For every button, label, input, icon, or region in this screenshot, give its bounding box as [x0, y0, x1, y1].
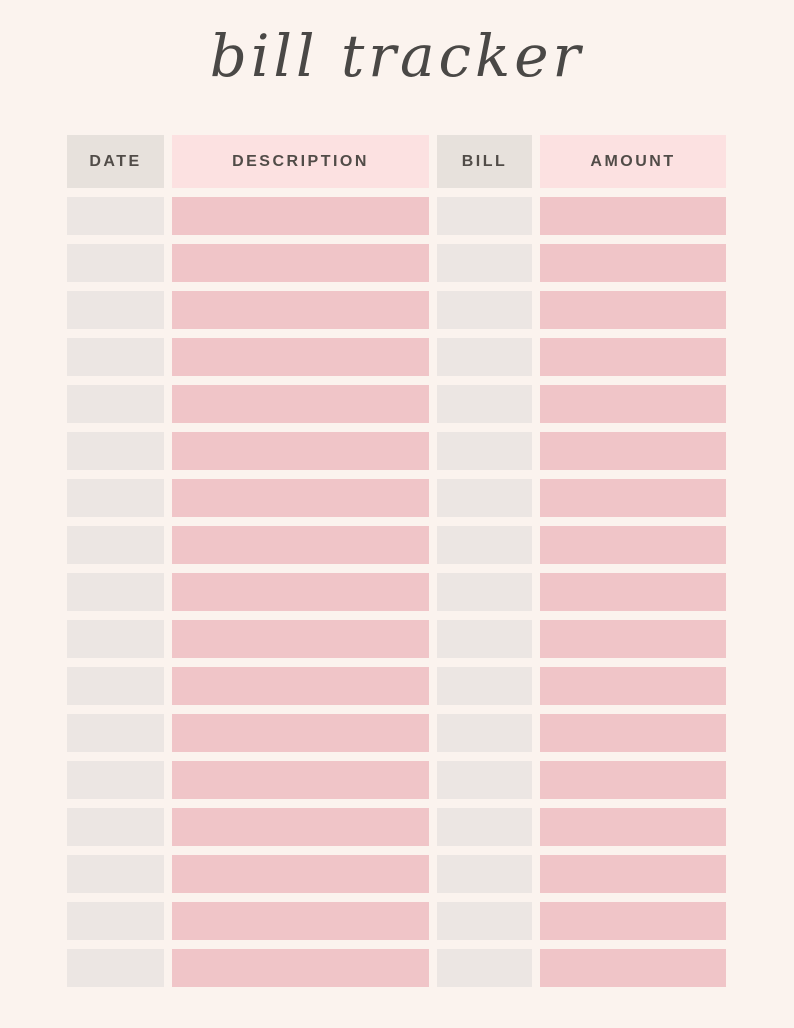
table-row [67, 949, 726, 987]
cell-bill [437, 855, 532, 893]
table-row [67, 385, 726, 423]
cell-date [67, 526, 164, 564]
cell-description [172, 197, 429, 235]
cell-amount [540, 244, 726, 282]
column-header-bill: BILL [437, 135, 532, 188]
cell-amount [540, 291, 726, 329]
cell-amount [540, 949, 726, 987]
column-header-date: DATE [67, 135, 164, 188]
cell-date [67, 573, 164, 611]
table-row [67, 526, 726, 564]
table-row [67, 761, 726, 799]
cell-amount [540, 432, 726, 470]
cell-date [67, 949, 164, 987]
table-header-row: DATE DESCRIPTION BILL AMOUNT [67, 135, 726, 188]
cell-date [67, 808, 164, 846]
cell-date [67, 620, 164, 658]
cell-date [67, 761, 164, 799]
cell-bill [437, 573, 532, 611]
cell-description [172, 432, 429, 470]
cell-amount [540, 526, 726, 564]
cell-date [67, 385, 164, 423]
table-row [67, 808, 726, 846]
cell-amount [540, 808, 726, 846]
cell-bill [437, 385, 532, 423]
cell-description [172, 714, 429, 752]
cell-description [172, 620, 429, 658]
cell-date [67, 902, 164, 940]
cell-description [172, 949, 429, 987]
cell-amount [540, 667, 726, 705]
table-row [67, 855, 726, 893]
cell-description [172, 526, 429, 564]
cell-amount [540, 761, 726, 799]
cell-amount [540, 855, 726, 893]
cell-bill [437, 479, 532, 517]
table-row [67, 432, 726, 470]
cell-description [172, 855, 429, 893]
cell-description [172, 808, 429, 846]
cell-date [67, 197, 164, 235]
cell-description [172, 667, 429, 705]
table-row [67, 620, 726, 658]
cell-date [67, 855, 164, 893]
cell-amount [540, 620, 726, 658]
cell-bill [437, 526, 532, 564]
cell-date [67, 338, 164, 376]
cell-description [172, 385, 429, 423]
cell-bill [437, 902, 532, 940]
cell-description [172, 573, 429, 611]
cell-bill [437, 244, 532, 282]
cell-bill [437, 667, 532, 705]
cell-amount [540, 385, 726, 423]
cell-description [172, 761, 429, 799]
cell-date [67, 479, 164, 517]
cell-bill [437, 338, 532, 376]
cell-description [172, 291, 429, 329]
cell-bill [437, 761, 532, 799]
cell-bill [437, 714, 532, 752]
cell-date [67, 291, 164, 329]
cell-amount [540, 338, 726, 376]
cell-description [172, 244, 429, 282]
table-row [67, 902, 726, 940]
table-row [67, 714, 726, 752]
cell-description [172, 338, 429, 376]
cell-bill [437, 808, 532, 846]
cell-bill [437, 197, 532, 235]
table-row [67, 197, 726, 235]
cell-date [67, 667, 164, 705]
table-row [67, 667, 726, 705]
cell-amount [540, 714, 726, 752]
table-row [67, 479, 726, 517]
table-row [67, 291, 726, 329]
cell-amount [540, 197, 726, 235]
column-header-description: DESCRIPTION [172, 135, 429, 188]
cell-amount [540, 479, 726, 517]
cell-date [67, 244, 164, 282]
cell-bill [437, 291, 532, 329]
page-title: bill tracker [209, 22, 585, 90]
bill-tracker-table: DATE DESCRIPTION BILL AMOUNT [67, 135, 726, 987]
cell-bill [437, 949, 532, 987]
column-header-amount: AMOUNT [540, 135, 726, 188]
table-row [67, 338, 726, 376]
cell-date [67, 432, 164, 470]
cell-amount [540, 902, 726, 940]
cell-date [67, 714, 164, 752]
table-body [67, 197, 726, 987]
table-row [67, 244, 726, 282]
cell-description [172, 902, 429, 940]
cell-bill [437, 620, 532, 658]
cell-amount [540, 573, 726, 611]
cell-description [172, 479, 429, 517]
cell-bill [437, 432, 532, 470]
table-row [67, 573, 726, 611]
